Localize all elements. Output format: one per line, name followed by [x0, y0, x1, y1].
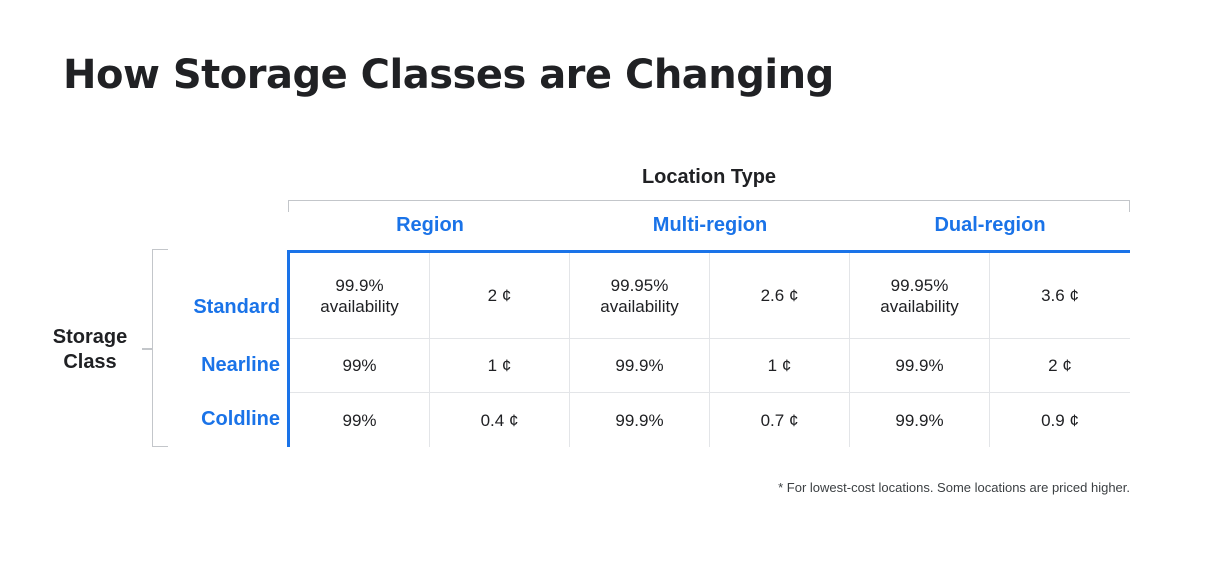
table-cell: 99%	[290, 393, 430, 447]
table-cell: 0.9 ¢	[1041, 410, 1079, 430]
table-cell: 99.9%	[850, 393, 990, 447]
table-top-rule	[288, 250, 1130, 253]
row-label-coldline: Coldline	[201, 408, 280, 430]
location-type-heading: Location Type	[641, 166, 777, 188]
footnote: * For lowest-cost locations. Some locati…	[778, 480, 1130, 495]
group-heading-multi-region: Multi-region	[652, 214, 768, 236]
row-label-nearline: Nearline	[201, 354, 280, 376]
group-heading-region: Region	[396, 214, 464, 236]
table-cell: 99%	[290, 339, 430, 393]
table-cell: 99.9%	[850, 339, 990, 393]
group-heading-dual-region: Dual-region	[934, 214, 1046, 236]
slide-title: How Storage Classes are Changing	[63, 52, 834, 98]
storage-class-heading: Storage Class	[52, 326, 128, 373]
table-cell: 1 ¢	[710, 339, 850, 393]
storage-class-table: 99.9% availability 2 ¢ 99.95% availabili…	[290, 253, 1130, 447]
table-cell: 0.7 ¢	[710, 393, 850, 447]
table-cell: 2 ¢	[430, 253, 570, 339]
location-type-bracket	[288, 200, 1130, 212]
table-cell: 3.6 ¢	[990, 253, 1130, 339]
table-cell: 99.9%	[570, 339, 710, 393]
table-cell: 2.6 ¢	[710, 253, 850, 339]
table-cell: 2 ¢	[990, 339, 1130, 393]
table-cell: 99.9%	[570, 393, 710, 447]
table-cell: 99.95% availability	[850, 253, 990, 339]
row-label-standard: Standard	[193, 296, 280, 318]
table-cell: 99.95% availability	[570, 253, 710, 339]
storage-class-bracket-tick	[142, 348, 153, 350]
table-cell: 99.9% availability	[290, 253, 430, 339]
table-cell: 0.4 ¢	[430, 393, 570, 447]
table-left-rule	[287, 250, 290, 447]
table-cell: 1 ¢	[430, 339, 570, 393]
